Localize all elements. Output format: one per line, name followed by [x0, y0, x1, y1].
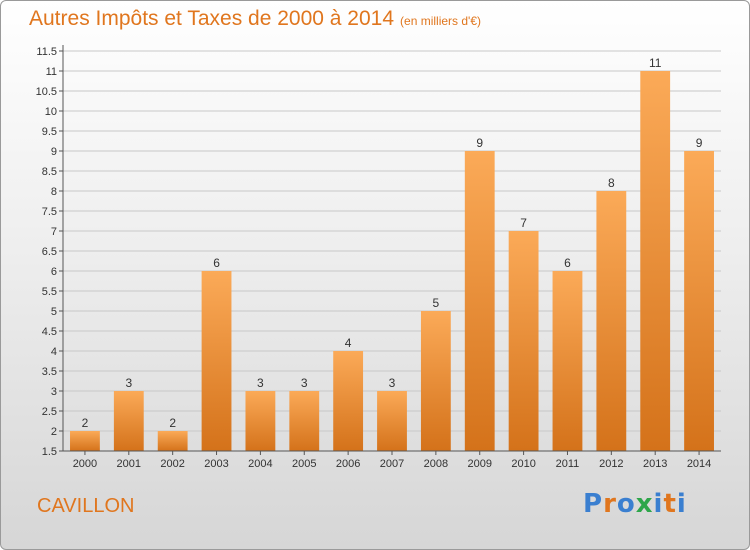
- bar: [596, 191, 627, 451]
- bar: [157, 431, 188, 451]
- bar: [70, 431, 100, 451]
- logo-letter: o: [616, 489, 636, 519]
- y-axis-ticks: 1.5 2 2.5 3 3.5 4 4.5 5 5.5 6 6.5 7 7.5 8 8.5 9 9.5 10 10.…: [36, 46, 63, 458]
- x-tick-label: 2001: [117, 458, 141, 470]
- y-tick-label: 5: [51, 306, 57, 318]
- logo-letter: i: [676, 489, 687, 519]
- x-tick-label: 2014: [687, 458, 711, 470]
- place-name: CAVILLON: [37, 495, 135, 517]
- y-tick-label: 10: [45, 106, 57, 118]
- y-tick-label: 8: [51, 186, 57, 198]
- bar: [333, 351, 364, 451]
- bar: [245, 391, 276, 451]
- x-tick-label: 2002: [160, 458, 184, 470]
- bar-value-label: 11: [649, 56, 662, 70]
- logo-letter: P: [583, 489, 604, 519]
- x-tick-label: 2008: [424, 458, 448, 470]
- y-tick-label: 10.5: [36, 86, 57, 98]
- bar: [420, 311, 451, 451]
- logo-letter: x: [635, 489, 654, 519]
- bar-value-label: 4: [345, 336, 352, 350]
- y-tick-label: 2: [51, 426, 57, 438]
- bar: [508, 231, 539, 451]
- bar-value-label: 6: [213, 256, 220, 270]
- bar-value-label: 9: [696, 136, 703, 150]
- x-tick-label: 2000: [73, 458, 97, 470]
- y-tick-label: 6.5: [42, 246, 57, 258]
- y-tick-label: 9: [51, 146, 57, 158]
- bar-value-label: 3: [257, 376, 264, 390]
- x-tick-label: 2010: [511, 458, 535, 470]
- bar: [201, 271, 232, 451]
- y-tick-label: 3: [51, 386, 57, 398]
- x-axis-ticks: 2000 2001 2002 2003 2004 2005 2006 2007 2008 2009…: [73, 451, 711, 470]
- x-tick-label: 2011: [556, 458, 580, 470]
- x-tick-label: 2005: [292, 458, 316, 470]
- x-tick-label: 2012: [599, 458, 623, 470]
- bar-value-label: 6: [564, 256, 571, 270]
- x-tick-label: 2004: [248, 458, 272, 470]
- chart-unit: (en milliers d'€): [400, 14, 482, 28]
- bar: [377, 391, 407, 451]
- y-tick-label: 6: [51, 266, 57, 278]
- y-tick-label: 9.5: [42, 126, 57, 138]
- bar: [289, 391, 320, 451]
- bar-labels: 2 3 2 6 3 3 4 3 5 9 7 6 8 11 9: [82, 56, 703, 430]
- y-tick-label: 5.5: [42, 286, 57, 298]
- logo-letter: i: [653, 489, 664, 519]
- y-tick-label: 7: [51, 226, 57, 238]
- bar: [684, 151, 714, 451]
- x-tick-label: 2007: [380, 458, 404, 470]
- bar-value-label: 2: [82, 416, 89, 430]
- proxiti-logo[interactable]: Proxiti: [583, 489, 687, 519]
- y-tick-label: 4: [51, 346, 57, 358]
- logo-letter: t: [663, 489, 677, 519]
- x-tick-label: 2009: [467, 458, 491, 470]
- x-tick-label: 2006: [336, 458, 360, 470]
- logo-letter: r: [603, 489, 617, 519]
- bar-value-label: 8: [608, 176, 615, 190]
- chart-title: Autres Impôts et Taxes de 2000 à 2014 (en…: [29, 7, 481, 31]
- y-tick-label: 2.5: [42, 406, 57, 418]
- bar-value-label: 9: [476, 136, 483, 150]
- bar-value-label: 3: [389, 376, 396, 390]
- y-tick-label: 4.5: [42, 326, 57, 338]
- y-tick-label: 7.5: [42, 206, 57, 218]
- bars: [70, 71, 714, 451]
- bar-value-label: 3: [125, 376, 132, 390]
- chart-title-text: Autres Impôts et Taxes de 2000 à 2014: [29, 7, 395, 30]
- bar: [464, 151, 495, 451]
- x-tick-label: 2013: [643, 458, 667, 470]
- y-tick-label: 11.5: [36, 46, 57, 58]
- y-tick-label: 1.5: [42, 446, 57, 458]
- y-tick-label: 3.5: [42, 366, 57, 378]
- bar-value-label: 7: [520, 216, 527, 230]
- bar: [113, 391, 144, 451]
- y-tick-label: 8.5: [42, 166, 57, 178]
- bar-value-label: 3: [301, 376, 308, 390]
- bar: [640, 71, 671, 451]
- bar-value-label: 5: [433, 296, 440, 310]
- bar: [552, 271, 583, 451]
- bar-value-label: 2: [169, 416, 176, 430]
- y-tick-label: 11: [46, 66, 57, 78]
- x-tick-label: 2003: [204, 458, 228, 470]
